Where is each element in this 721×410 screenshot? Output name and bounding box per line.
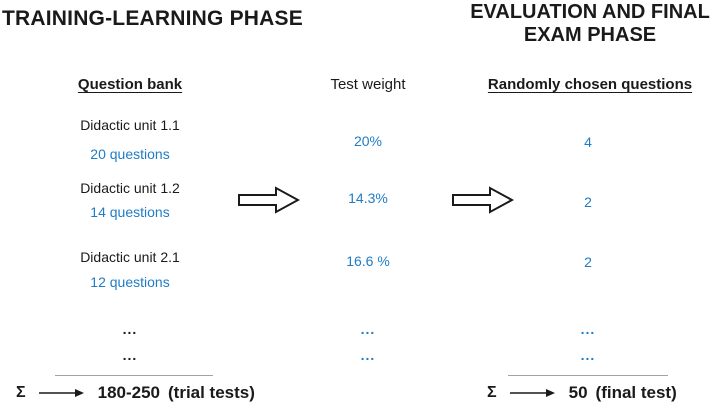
total-label: (final test) bbox=[595, 383, 677, 402]
test-weight-value: 14.3% bbox=[348, 190, 388, 206]
sum-divider-left bbox=[55, 375, 213, 376]
total-final-test: Σ 50 (final test) bbox=[487, 383, 677, 403]
column-header-test-weight: Test weight bbox=[330, 76, 406, 93]
test-weight-value: 20% bbox=[353, 133, 383, 149]
phase-title-evaluation-line1: EVALUATION AND FINAL bbox=[470, 1, 710, 23]
sigma-symbol: Σ bbox=[487, 384, 497, 401]
column-header-question-bank: Question bank bbox=[77, 76, 183, 93]
question-count: 12 questions bbox=[90, 274, 170, 290]
total-value: 50 bbox=[568, 383, 588, 402]
didactic-unit-label: Didactic unit 1.2 bbox=[80, 180, 180, 196]
column-header-randomly-chosen-questions: Randomly chosen questions bbox=[487, 76, 693, 93]
ellipsis-chosen: ... bbox=[580, 347, 596, 363]
right-block-arrow-icon bbox=[452, 186, 514, 214]
right-arrow-icon bbox=[509, 389, 555, 397]
sum-divider-right bbox=[508, 375, 668, 376]
right-arrow-icon bbox=[38, 389, 84, 397]
total-label: (trial tests) bbox=[168, 383, 255, 402]
question-count: 14 questions bbox=[90, 204, 170, 220]
ellipsis-weight: ... bbox=[360, 321, 376, 337]
phase-title-evaluation: EVALUATION AND FINAL EXAM PHASE bbox=[455, 1, 721, 47]
sigma-symbol: Σ bbox=[16, 384, 26, 401]
total-trial-tests: Σ 180-250 (trial tests) bbox=[16, 383, 255, 403]
ellipsis-bank: ... bbox=[122, 347, 138, 363]
chosen-questions-count: 2 bbox=[584, 194, 592, 210]
didactic-unit-label: Didactic unit 1.1 bbox=[80, 117, 180, 133]
chosen-questions-count: 4 bbox=[584, 134, 592, 150]
question-count: 20 questions bbox=[90, 146, 170, 162]
phase-title-evaluation-line2: EXAM PHASE bbox=[523, 24, 657, 46]
didactic-unit-label: Didactic unit 2.1 bbox=[80, 249, 180, 265]
chosen-questions-count: 2 bbox=[584, 254, 592, 270]
ellipsis-bank: ... bbox=[122, 321, 138, 337]
total-value: 180-250 bbox=[97, 383, 160, 402]
ellipsis-weight: ... bbox=[360, 347, 376, 363]
test-weight-value: 16.6 % bbox=[346, 253, 390, 269]
phase-title-training: TRAINING-LEARNING PHASE bbox=[2, 7, 303, 30]
right-block-arrow-icon bbox=[238, 186, 300, 214]
ellipsis-chosen: ... bbox=[580, 321, 596, 337]
